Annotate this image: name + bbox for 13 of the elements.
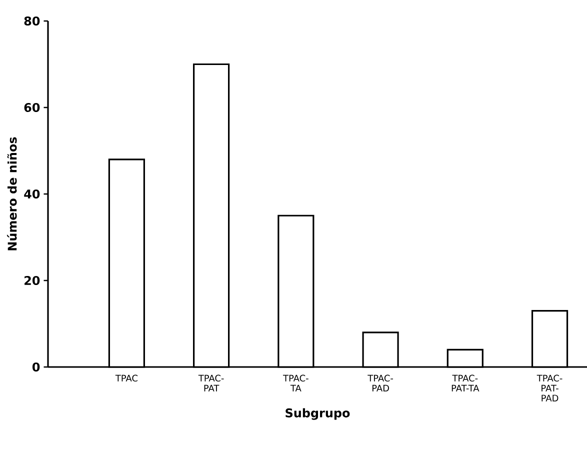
y-tick-label: 60: [24, 102, 40, 112]
y-tick-label: 80: [24, 16, 40, 26]
x-tick-label: TPAC-TA: [283, 374, 308, 392]
x-tick-label: TPAC-PAT: [198, 374, 224, 392]
x-tick-label: TPAC: [115, 374, 138, 382]
x-axis-title: Subgrupo: [286, 408, 350, 420]
x-tick-label: TPAC-PAD: [368, 374, 393, 392]
x-tick-label: TPAC-PAT-PAD: [536, 374, 562, 402]
x-tick-label: TPAC-PAT-TA: [452, 374, 480, 392]
y-tick-label: 20: [24, 276, 40, 286]
y-axis-title: Número de niños: [7, 137, 17, 250]
y-tick-label: 40: [24, 189, 40, 199]
y-tick-label: 0: [32, 362, 40, 372]
